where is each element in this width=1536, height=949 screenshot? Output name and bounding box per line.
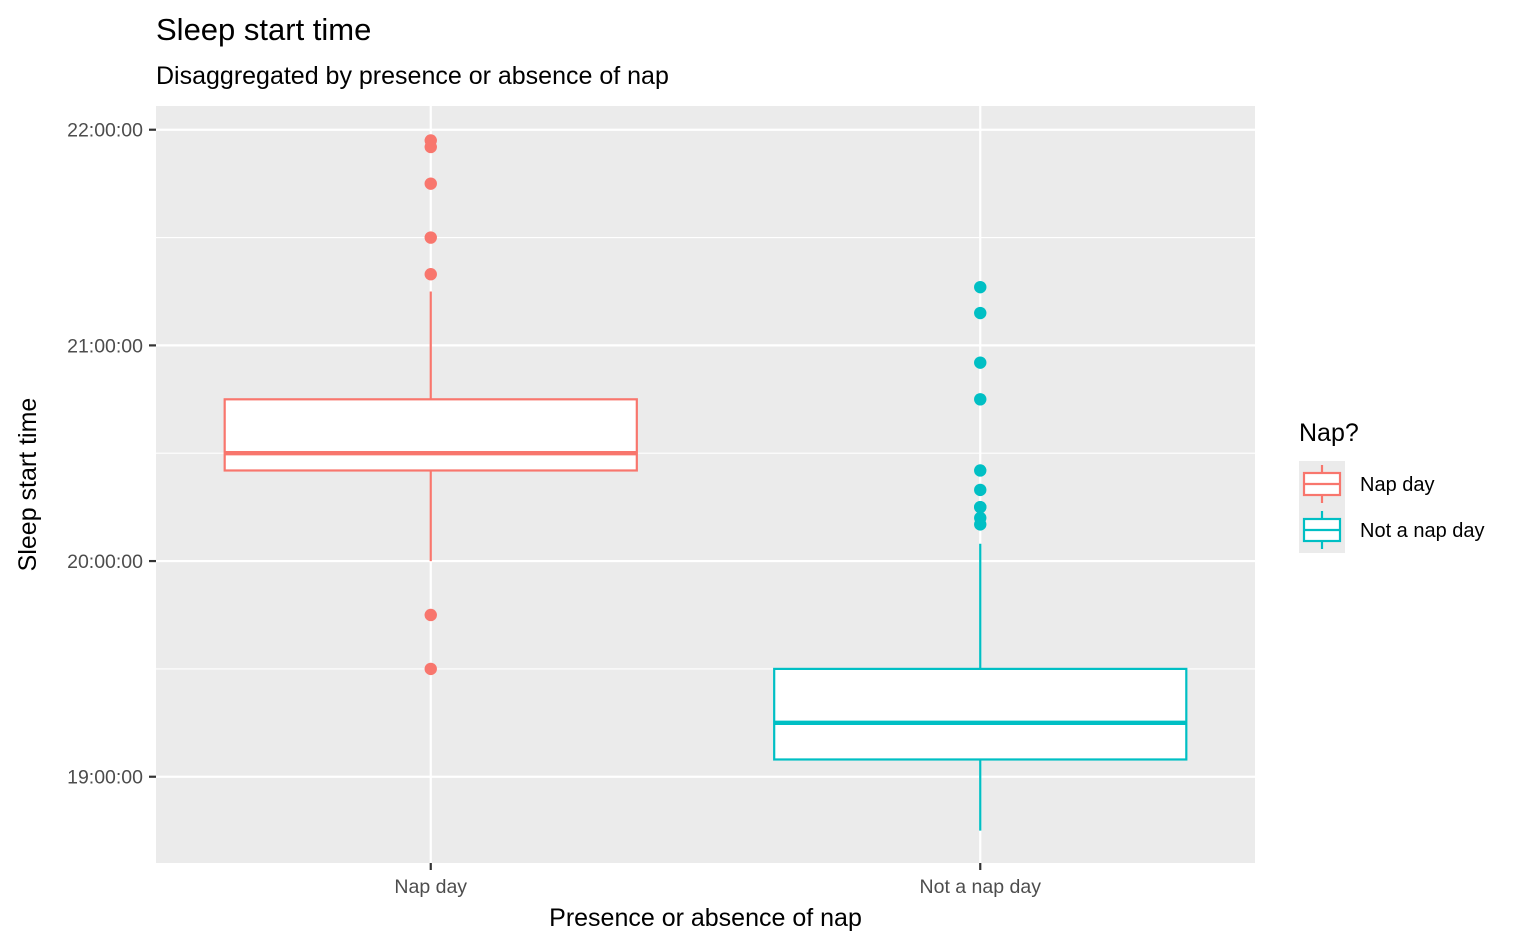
y-axis-title: Sleep start time: [14, 398, 42, 572]
y-tick-label: 20:00:00: [67, 551, 143, 573]
boxes: [223, 291, 1188, 831]
legend-key-nap-day: [1299, 461, 1345, 507]
legend-title: Nap?: [1299, 419, 1359, 447]
y-tick-label: 22:00:00: [67, 120, 143, 142]
y-tick-label: 19:00:00: [67, 767, 143, 789]
legend-label-nap-day: Nap day: [1360, 474, 1435, 496]
x-axis-title: Presence or absence of nap: [549, 904, 862, 932]
x-tick-label: Nap day: [394, 876, 467, 898]
outlier-point-nap-day: [424, 140, 437, 154]
y-tick-label: 21:00:00: [67, 335, 143, 357]
outlier-point-not-a-nap-day: [974, 464, 987, 477]
outlier-point-not-a-nap-day: [974, 306, 987, 320]
chart-title: Sleep start time: [156, 12, 371, 47]
outlier-point-nap-day: [424, 662, 437, 676]
outlier-points: [424, 134, 987, 676]
outlier-point-nap-day: [424, 177, 437, 190]
box-not-a-nap-day: [773, 543, 1188, 831]
outlier-point-not-a-nap-day: [974, 280, 987, 294]
outlier-point-not-a-nap-day: [974, 500, 987, 514]
outlier-point-not-a-nap-day: [974, 483, 987, 497]
x-tick-label: Not a nap day: [920, 876, 1042, 898]
legend-key-not-a-nap-day: [1299, 507, 1345, 553]
legend-label-not-a-nap-day: Not a nap day: [1360, 520, 1485, 542]
outlier-point-not-a-nap-day: [974, 518, 987, 531]
iqr-box: [773, 667, 1188, 761]
outlier-point-nap-day: [424, 608, 437, 622]
iqr-box: [223, 398, 638, 472]
chart-subtitle: Disaggregated by presence or absence of …: [156, 62, 669, 90]
outlier-point-not-a-nap-day: [974, 356, 987, 369]
axes: 19:00:00 20:00:00 21:00:00 22:00:00 Nap day N…: [67, 120, 1041, 898]
box-nap-day: [223, 291, 638, 562]
outlier-point-nap-day: [424, 268, 437, 281]
outlier-point-not-a-nap-day: [974, 393, 987, 406]
outlier-point-nap-day: [424, 231, 437, 244]
legend: Nap? Nap day Not a nap day: [1299, 419, 1485, 553]
